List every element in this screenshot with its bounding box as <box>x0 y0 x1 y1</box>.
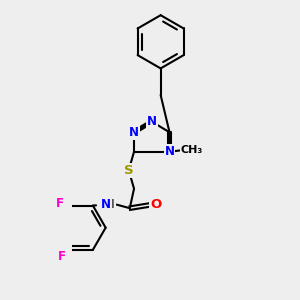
Text: F: F <box>58 250 66 263</box>
Text: F: F <box>56 197 64 210</box>
Text: N: N <box>101 198 111 211</box>
Text: S: S <box>124 164 134 177</box>
Text: N: N <box>129 126 139 139</box>
Text: N: N <box>147 115 157 128</box>
Text: H: H <box>105 198 115 211</box>
Text: CH₃: CH₃ <box>181 145 203 155</box>
Text: N: N <box>164 145 175 158</box>
Text: O: O <box>150 198 162 211</box>
